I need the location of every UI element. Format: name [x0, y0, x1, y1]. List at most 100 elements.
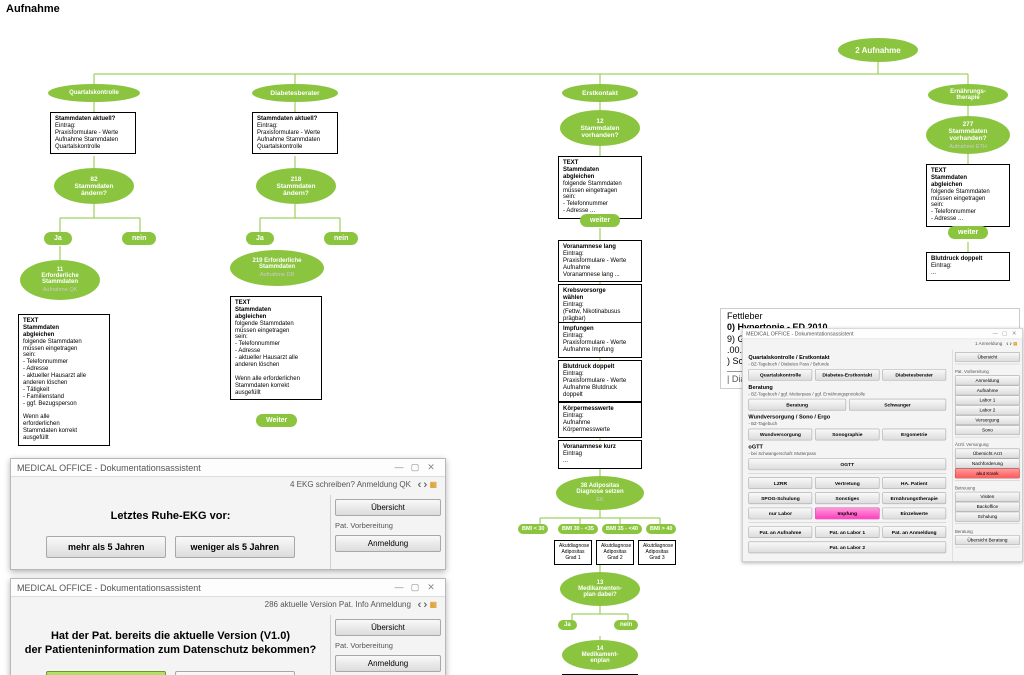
action-button[interactable]: Quartalskontrolle: [748, 369, 812, 381]
side-anmeldung[interactable]: Anmeldung: [335, 535, 441, 552]
btn-ja-2[interactable]: Ja: [246, 232, 274, 245]
btn-bmi-d[interactable]: BMI > 40: [646, 524, 676, 534]
side-anmeldung[interactable]: Anmeldung: [335, 655, 441, 672]
btn-bmi-b[interactable]: BMI 30 - <35: [558, 524, 598, 534]
section-header: Beratung: [748, 384, 946, 390]
action-button[interactable]: Sonstiges: [815, 492, 879, 504]
maximize-icon[interactable]: ▢: [407, 582, 423, 593]
prev-icon[interactable]: ‹: [418, 479, 422, 491]
side-button[interactable]: Übersicht Arzt: [955, 449, 1020, 459]
btn-bmi-a[interactable]: BMI < 30: [518, 524, 548, 534]
minimize-icon[interactable]: —: [391, 462, 407, 472]
action-button[interactable]: Ergometrie: [882, 429, 946, 441]
side-uebersicht[interactable]: Übersicht: [335, 619, 441, 636]
option-nein[interactable]: nein: [175, 671, 295, 675]
node-root: 2 Aufnahme: [838, 38, 918, 62]
action-button[interactable]: Impfung: [815, 508, 879, 520]
option-more-5y[interactable]: mehr als 5 Jahren: [46, 536, 166, 558]
action-button[interactable]: Diabetes-Erstkontakt: [815, 369, 879, 381]
dialog-side-panel: Übersicht Pat. VorbereitungAnmeldungAufna…: [952, 350, 1022, 562]
side-button[interactable]: Aufnahme: [955, 385, 1020, 395]
btn-weiter-d[interactable]: Weiter: [256, 414, 297, 427]
calendar-icon[interactable]: ▦: [429, 480, 437, 489]
option-ja[interactable]: ja: [46, 671, 166, 675]
side-button[interactable]: Labor 2: [955, 405, 1020, 415]
dialog-ekg: MEDICAL OFFICE - Dokumentationsassistent…: [10, 458, 446, 570]
dialog-datenschutz: MEDICAL OFFICE - Dokumentationsassistent…: [10, 578, 446, 675]
action-button[interactable]: LZRR: [748, 477, 812, 489]
section-subtext: - BZ-Tagebuch: [748, 421, 946, 426]
action-button[interactable]: Pat. an Labor 1: [815, 526, 879, 538]
maximize-icon[interactable]: ▢: [407, 462, 423, 473]
btn-bmi-c[interactable]: BMI 35 - <40: [602, 524, 642, 534]
side-group-label: Pat. Vorbereitung: [955, 369, 1020, 374]
action-button[interactable]: OGTT: [748, 458, 946, 470]
node-b2: Diabetesberater: [252, 84, 338, 102]
close-icon[interactable]: ✕: [423, 582, 439, 593]
breadcrumb: 1 Anmeldung: [975, 341, 1002, 346]
action-button[interactable]: Einzelwerte: [882, 508, 946, 520]
action-button[interactable]: Pat. an Anmeldung: [882, 526, 946, 538]
side-button[interactable]: Übersicht Beratung: [955, 535, 1020, 545]
btn-weiter-e[interactable]: weiter: [580, 214, 620, 227]
action-button[interactable]: HA. Patient: [882, 477, 946, 489]
close-icon[interactable]: ✕: [1009, 330, 1018, 336]
next-icon[interactable]: ›: [424, 599, 428, 611]
side-button[interactable]: Nachforderung: [955, 458, 1020, 468]
side-button[interactable]: Sono: [955, 425, 1020, 435]
calendar-icon[interactable]: ▦: [1013, 341, 1017, 346]
side-button[interactable]: Übersicht: [955, 352, 1020, 362]
action-button[interactable]: Schwanger: [849, 399, 946, 411]
side-group-label: Ärztl. Versorgung: [955, 442, 1020, 447]
side-button[interactable]: Labor 1: [955, 395, 1020, 405]
node-k2: Blutdruck doppeltEintrag: ...: [926, 252, 1010, 281]
prev-icon[interactable]: ‹: [418, 599, 422, 611]
action-button[interactable]: Pat. an Labor 2: [748, 542, 946, 554]
section-subtext: - BZ-Tagebuch / Diabetes Pass / Befunde: [748, 361, 946, 366]
side-button[interactable]: Anmeldung: [955, 375, 1020, 385]
question-text: Letztes Ruhe-EKG vor:: [21, 509, 320, 523]
node-k1txt: TEXT Stammdaten abgleichenfolgende Stamm…: [926, 164, 1010, 227]
side-button[interactable]: Schulung: [955, 512, 1020, 522]
action-button[interactable]: Sonographie: [815, 429, 879, 441]
side-button[interactable]: Backoffice: [955, 502, 1020, 512]
minimize-icon[interactable]: —: [991, 330, 1000, 336]
breadcrumb: 4 EKG schreiben? Anmeldung QK: [290, 480, 411, 489]
action-button[interactable]: Wundversorgung: [748, 429, 812, 441]
maximize-icon[interactable]: ▢: [1000, 330, 1009, 336]
action-button[interactable]: Vertretung: [815, 477, 879, 489]
next-icon[interactable]: ›: [1010, 340, 1012, 347]
action-button[interactable]: SPOG-Schulung: [748, 492, 812, 504]
side-button[interactable]: akut Krank: [955, 468, 1020, 478]
side-button[interactable]: Visiten: [955, 492, 1020, 502]
dialog-main-panel: Quartalskontrolle / Erstkontakt- BZ-Tage…: [743, 350, 952, 562]
btn-ja-3[interactable]: Ja: [558, 620, 577, 630]
question-text: Hat der Pat. bereits die aktuelle Versio…: [21, 629, 320, 658]
btn-nein-3[interactable]: nein: [614, 620, 638, 630]
prev-icon[interactable]: ‹: [1006, 340, 1008, 347]
calendar-icon[interactable]: ▦: [429, 600, 437, 609]
node-d1erf: 219 Erforderliche StammdatenAufnahme DB: [230, 250, 324, 286]
section-header: oGTT: [748, 444, 946, 450]
node-k1: 277Stammdaten vorhanden?Aufnahme ETH: [926, 116, 1010, 154]
btn-nein-2[interactable]: nein: [324, 232, 358, 245]
dialog-title: MEDICAL OFFICE - Dokumentationsassistent: [746, 331, 853, 337]
node-b4: Ernährungs- therapie: [928, 84, 1008, 106]
node-q1erf: 11Erforderliche StammdatenAufnahme QK: [20, 260, 100, 300]
side-uebersicht[interactable]: Übersicht: [335, 499, 441, 516]
btn-weiter-k[interactable]: weiter: [948, 226, 988, 239]
btn-ja-1[interactable]: Ja: [44, 232, 72, 245]
action-button[interactable]: Ernährungstherapie: [882, 492, 946, 504]
next-icon[interactable]: ›: [424, 479, 428, 491]
action-button[interactable]: Pat. an Aufnahme: [748, 526, 812, 538]
option-less-5y[interactable]: weniger als 5 Jahren: [175, 536, 295, 558]
side-button[interactable]: Versorgung: [955, 415, 1020, 425]
action-button[interactable]: nur Labor: [748, 508, 812, 520]
minimize-icon[interactable]: —: [391, 582, 407, 592]
side-group-label: Pat. Vorbereitung: [335, 641, 441, 650]
btn-nein-1[interactable]: nein: [122, 232, 156, 245]
action-button[interactable]: Diabetesberater: [882, 369, 946, 381]
close-icon[interactable]: ✕: [423, 462, 439, 473]
action-button[interactable]: Beratung: [748, 399, 845, 411]
node-e3da: Akutdiagnose Adipositas Grad 1: [554, 540, 592, 565]
